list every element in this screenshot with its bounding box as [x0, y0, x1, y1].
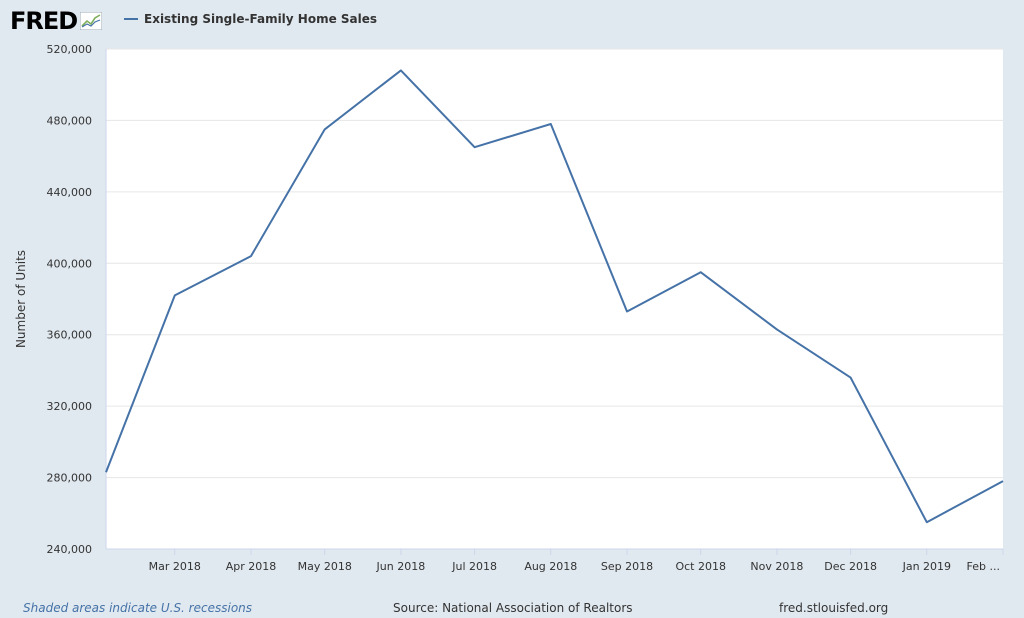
- site-link[interactable]: fred.stlouisfed.org: [779, 601, 889, 615]
- y-axis-label: Number of Units: [14, 250, 28, 348]
- recession-note: Shaded areas indicate U.S. recessions: [23, 601, 253, 615]
- x-tick-label: May 2018: [298, 560, 352, 573]
- x-tick-label: Nov 2018: [750, 560, 803, 573]
- y-tick-label: 240,000: [47, 543, 93, 556]
- grid-lines: [106, 48, 1003, 479]
- legend-swatch: [124, 18, 138, 20]
- x-tick-label: Sep 2018: [601, 560, 653, 573]
- y-tick-label: 480,000: [47, 114, 93, 127]
- fred-logo-text: FRED: [10, 7, 78, 35]
- x-tick-label: Jan 2019: [902, 560, 951, 573]
- x-tick-label: Dec 2018: [824, 560, 877, 573]
- x-tick-label: Aug 2018: [524, 560, 577, 573]
- y-tick-labels: 240,000 280,000 320,000 360,000 400,000 440,0…: [47, 43, 93, 556]
- x-tick-label: Jul 2018: [451, 560, 497, 573]
- y-tick-label: 320,000: [47, 400, 93, 413]
- series-lines: [105, 69, 1004, 524]
- x-tick-label: Oct 2018: [675, 560, 726, 573]
- chart-legend[interactable]: Existing Single-Family Home Sales: [124, 12, 377, 26]
- series-line: [105, 69, 1004, 524]
- x-tick-labels: Mar 2018 Apr 2018 May 2018 Jun 2018 Jul 2018…: [149, 560, 1000, 573]
- y-tick-label: 360,000: [47, 329, 93, 342]
- y-tick-label: 280,000: [47, 472, 93, 485]
- legend-label: Existing Single-Family Home Sales: [144, 12, 378, 26]
- x-tick-label: Jun 2018: [376, 560, 426, 573]
- source-note: Source: National Association of Realtors: [393, 601, 633, 615]
- plot-area: [106, 49, 1003, 549]
- x-tick-label: Apr 2018: [226, 560, 277, 573]
- fred-logo[interactable]: FRED: [10, 6, 103, 36]
- y-tick-label: 520,000: [47, 43, 93, 56]
- y-tick-label: 400,000: [47, 257, 93, 270]
- x-tick-label: Mar 2018: [149, 560, 201, 573]
- y-tick-label: 440,000: [47, 186, 93, 199]
- axes: [105, 49, 1004, 555]
- x-tick-label: Feb ...: [967, 560, 1000, 573]
- trend-chart-icon: [80, 12, 103, 30]
